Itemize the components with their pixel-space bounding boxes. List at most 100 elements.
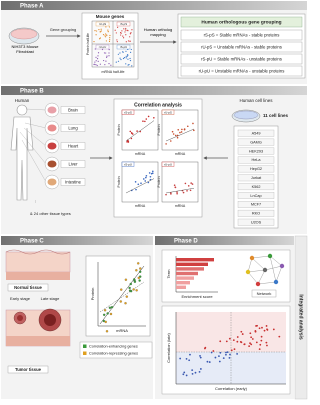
quadrant-label: rS-pU xyxy=(120,45,127,49)
dot xyxy=(170,193,172,195)
dot xyxy=(233,348,236,351)
dot xyxy=(107,29,109,31)
quadrant-tag xyxy=(116,21,131,27)
dot xyxy=(222,357,225,359)
dot xyxy=(126,29,128,31)
edge xyxy=(247,257,253,273)
cell-line: MCF7 xyxy=(251,203,261,207)
dot xyxy=(229,353,231,356)
leader xyxy=(23,127,47,147)
dot xyxy=(104,64,106,66)
dot xyxy=(243,343,246,346)
leader xyxy=(25,108,47,111)
dot xyxy=(241,333,244,335)
dot xyxy=(228,337,231,340)
cell-line: Jurkat xyxy=(251,176,262,180)
dot xyxy=(130,51,132,53)
dot xyxy=(119,52,121,54)
dot xyxy=(150,172,153,175)
dot xyxy=(185,374,188,377)
dot xyxy=(248,345,251,348)
cell-line-row xyxy=(237,209,275,217)
dot xyxy=(198,370,201,373)
tumor-label: Tumor tissue xyxy=(15,367,42,372)
organ-tag xyxy=(60,124,86,132)
bar xyxy=(176,258,214,262)
quadrant-label: rS-pS xyxy=(120,22,127,26)
bar xyxy=(176,285,186,289)
panel-label: rS-pU xyxy=(124,162,132,166)
dot xyxy=(117,60,120,62)
dot xyxy=(130,48,132,51)
ellipsis: ⋮ xyxy=(34,201,37,204)
dot xyxy=(138,270,142,273)
cell-label-box: NIH3T3 Mouse Fibroblast xyxy=(11,45,39,54)
y-label: Correlation (late) xyxy=(166,332,171,362)
dot xyxy=(119,57,121,59)
phase-title: Phase A xyxy=(20,3,44,9)
panel-frame xyxy=(121,161,159,203)
y-label: Protein xyxy=(157,124,161,135)
dot xyxy=(258,348,261,351)
correlation-title: Correlation analysis xyxy=(134,102,182,108)
dot xyxy=(97,52,100,54)
dot xyxy=(140,182,142,185)
dot xyxy=(261,326,263,329)
phase-title: Phase C xyxy=(20,238,44,244)
node xyxy=(279,263,285,269)
dot xyxy=(125,57,127,59)
quadrant-label: rU-pU xyxy=(99,45,106,49)
tissue-label: Intestine xyxy=(65,179,82,184)
dot xyxy=(137,276,140,280)
edge xyxy=(275,265,283,283)
dot xyxy=(126,55,128,57)
dot xyxy=(147,115,150,118)
dot xyxy=(239,340,242,343)
organ xyxy=(47,178,57,186)
trend-line xyxy=(99,281,145,313)
dot xyxy=(191,183,194,185)
quadrant-tag xyxy=(95,21,110,27)
label-box xyxy=(7,283,49,292)
dot xyxy=(177,128,180,131)
human-label: Human xyxy=(15,98,30,103)
dot xyxy=(259,343,262,346)
legend-swatch xyxy=(83,351,87,355)
cell-line-row xyxy=(237,218,275,226)
grouping-header xyxy=(180,16,303,28)
leader xyxy=(21,139,47,183)
dot xyxy=(129,33,132,35)
dot xyxy=(102,34,105,36)
dot xyxy=(122,37,125,39)
dot xyxy=(230,349,233,352)
cell-label: NIH3T3 Mouse Fibroblast xyxy=(11,45,39,54)
dot xyxy=(130,137,133,140)
dot xyxy=(131,29,133,31)
dot xyxy=(125,55,127,57)
dot xyxy=(125,295,129,298)
cell-line-row xyxy=(237,156,275,164)
panel-frame xyxy=(121,109,159,151)
dot xyxy=(185,357,188,360)
bar xyxy=(176,281,190,285)
dot xyxy=(147,181,150,184)
dot xyxy=(145,176,147,179)
dot xyxy=(129,282,132,286)
dot xyxy=(105,330,109,333)
edge xyxy=(264,265,283,271)
dot xyxy=(225,351,227,354)
node xyxy=(245,269,251,275)
edge xyxy=(269,255,283,267)
dot xyxy=(153,117,155,119)
dot xyxy=(119,300,122,303)
y-label: Protein xyxy=(117,176,121,187)
dot xyxy=(184,182,187,185)
dot xyxy=(125,41,127,43)
dot xyxy=(125,34,127,36)
cells xyxy=(10,28,38,40)
dot xyxy=(265,341,268,344)
dot xyxy=(108,55,110,57)
organ-tag xyxy=(60,178,86,186)
dot xyxy=(117,53,119,55)
dot xyxy=(127,58,129,60)
